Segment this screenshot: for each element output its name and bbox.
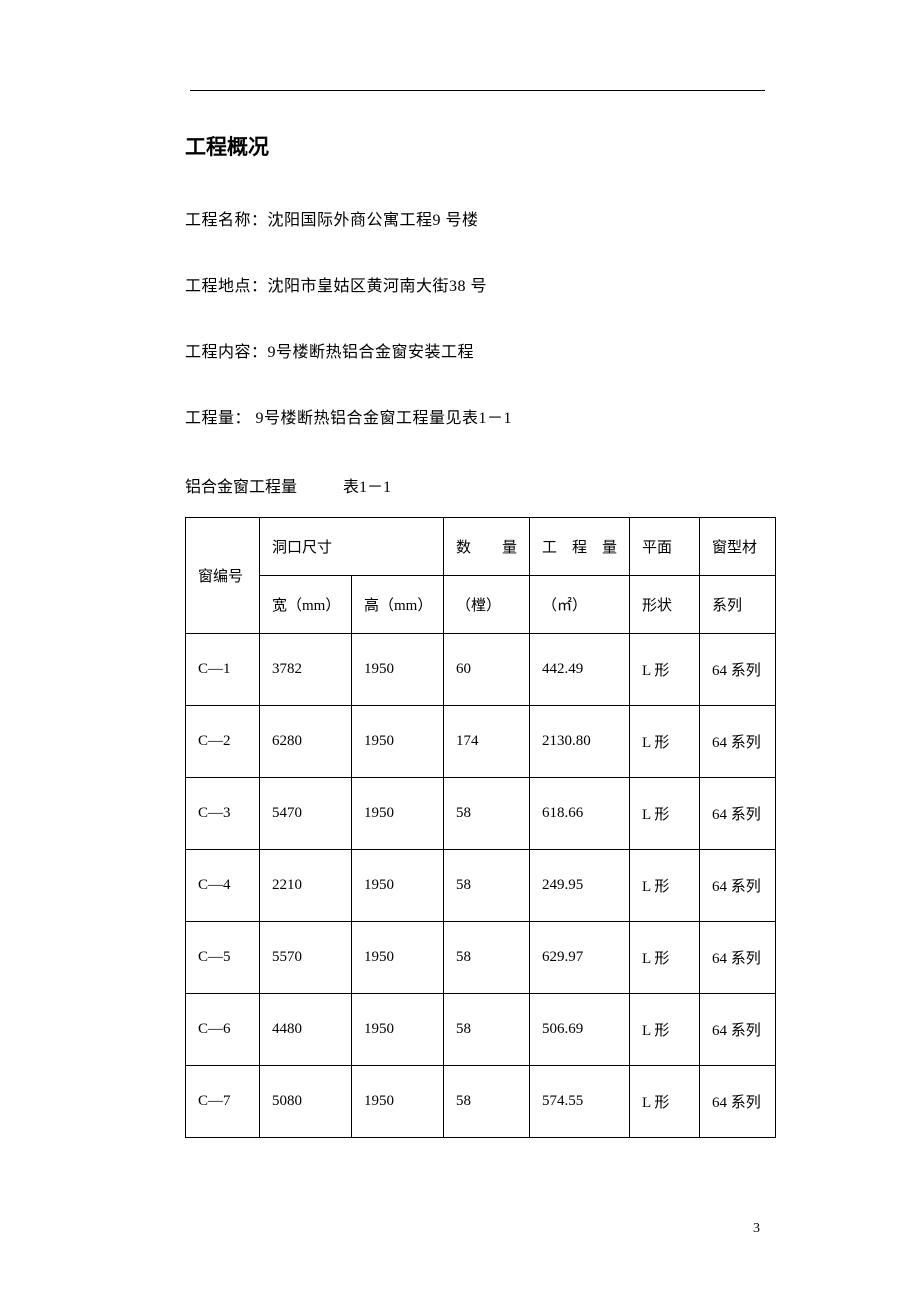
th-opening-w: 宽（mm） xyxy=(260,576,352,634)
cell-p: 64 系列 xyxy=(700,850,776,922)
cell-w: 5080 xyxy=(260,1066,352,1138)
table-caption: 铝合金窗工程量 表1－1 xyxy=(185,473,765,497)
cell-s: L 形 xyxy=(630,994,700,1066)
cell-w: 2210 xyxy=(260,850,352,922)
cell-w: 3782 xyxy=(260,634,352,706)
project-content-line: 工程内容：9号楼断热铝合金窗安装工程 xyxy=(185,341,765,365)
cell-a: 442.49 xyxy=(530,634,630,706)
cell-q: 58 xyxy=(444,850,530,922)
th-shape: 平面 xyxy=(630,518,700,576)
cell-p: 64 系列 xyxy=(700,778,776,850)
table-row: C—35470195058618.66L 形64 系列 xyxy=(186,778,776,850)
page-container: 工程概况 工程名称：沈阳国际外商公寓工程9 号楼 工程地点：沈阳市皇姑区黄河南大… xyxy=(0,0,920,1138)
header-rule xyxy=(190,90,765,91)
project-location-line: 工程地点：沈阳市皇姑区黄河南大街38 号 xyxy=(185,275,765,299)
cell-s: L 形 xyxy=(630,1066,700,1138)
th-profile-sub: 系列 xyxy=(700,576,776,634)
cell-a: 629.97 xyxy=(530,922,630,994)
header-row-1: 窗编号 洞口尺寸 数 量 工 程 量 平面 窗型材 xyxy=(186,518,776,576)
cell-h: 1950 xyxy=(352,994,444,1066)
project-name-line: 工程名称：沈阳国际外商公寓工程9 号楼 xyxy=(185,209,765,233)
cell-p: 64 系列 xyxy=(700,634,776,706)
th-opening-h: 高（mm） xyxy=(352,576,444,634)
th-profile: 窗型材 xyxy=(700,518,776,576)
cell-s: L 形 xyxy=(630,922,700,994)
quantity-table: 窗编号 洞口尺寸 数 量 工 程 量 平面 窗型材 宽（mm） 高（mm） （樘… xyxy=(185,517,776,1138)
cell-q: 174 xyxy=(444,706,530,778)
cell-p: 64 系列 xyxy=(700,994,776,1066)
th-qty-unit: （樘） xyxy=(444,576,530,634)
th-opening: 洞口尺寸 xyxy=(260,518,444,576)
table-caption-ref: 表1－1 xyxy=(343,479,391,496)
table-row: C—75080195058574.55L 形64 系列 xyxy=(186,1066,776,1138)
cell-w: 4480 xyxy=(260,994,352,1066)
cell-w: 6280 xyxy=(260,706,352,778)
table-body: C—13782195060442.49L 形64 系列C—26280195017… xyxy=(186,634,776,1138)
cell-p: 64 系列 xyxy=(700,706,776,778)
cell-id: C—4 xyxy=(186,850,260,922)
cell-s: L 形 xyxy=(630,778,700,850)
table-head: 窗编号 洞口尺寸 数 量 工 程 量 平面 窗型材 宽（mm） 高（mm） （樘… xyxy=(186,518,776,634)
table-row: C—64480195058506.69L 形64 系列 xyxy=(186,994,776,1066)
cell-a: 249.95 xyxy=(530,850,630,922)
cell-h: 1950 xyxy=(352,634,444,706)
cell-id: C—6 xyxy=(186,994,260,1066)
cell-a: 2130.80 xyxy=(530,706,630,778)
cell-h: 1950 xyxy=(352,778,444,850)
cell-q: 58 xyxy=(444,994,530,1066)
table-row: C—42210195058249.95L 形64 系列 xyxy=(186,850,776,922)
header-row-2: 宽（mm） 高（mm） （樘） （㎡） 形状 系列 xyxy=(186,576,776,634)
cell-p: 64 系列 xyxy=(700,922,776,994)
section-heading: 工程概况 xyxy=(185,131,765,161)
table-row: C—13782195060442.49L 形64 系列 xyxy=(186,634,776,706)
cell-w: 5570 xyxy=(260,922,352,994)
cell-id: C—5 xyxy=(186,922,260,994)
cell-h: 1950 xyxy=(352,850,444,922)
cell-h: 1950 xyxy=(352,922,444,994)
cell-id: C—1 xyxy=(186,634,260,706)
cell-a: 506.69 xyxy=(530,994,630,1066)
page-number: 3 xyxy=(753,1221,760,1237)
th-amount-unit: （㎡） xyxy=(530,576,630,634)
cell-id: C—3 xyxy=(186,778,260,850)
cell-id: C—2 xyxy=(186,706,260,778)
cell-s: L 形 xyxy=(630,850,700,922)
th-shape-sub: 形状 xyxy=(630,576,700,634)
cell-q: 58 xyxy=(444,1066,530,1138)
cell-s: L 形 xyxy=(630,634,700,706)
cell-id: C—7 xyxy=(186,1066,260,1138)
table-row: C—55570195058629.97L 形64 系列 xyxy=(186,922,776,994)
th-amount: 工 程 量 xyxy=(530,518,630,576)
cell-s: L 形 xyxy=(630,706,700,778)
cell-q: 60 xyxy=(444,634,530,706)
th-qty: 数 量 xyxy=(444,518,530,576)
cell-w: 5470 xyxy=(260,778,352,850)
cell-h: 1950 xyxy=(352,1066,444,1138)
cell-p: 64 系列 xyxy=(700,1066,776,1138)
th-window-id: 窗编号 xyxy=(186,518,260,634)
table-caption-title: 铝合金窗工程量 xyxy=(185,479,297,496)
cell-h: 1950 xyxy=(352,706,444,778)
cell-q: 58 xyxy=(444,778,530,850)
table-row: C—2628019501742130.80L 形64 系列 xyxy=(186,706,776,778)
cell-a: 618.66 xyxy=(530,778,630,850)
cell-a: 574.55 xyxy=(530,1066,630,1138)
project-quantity-line: 工程量： 9号楼断热铝合金窗工程量见表1－1 xyxy=(185,407,765,431)
cell-q: 58 xyxy=(444,922,530,994)
